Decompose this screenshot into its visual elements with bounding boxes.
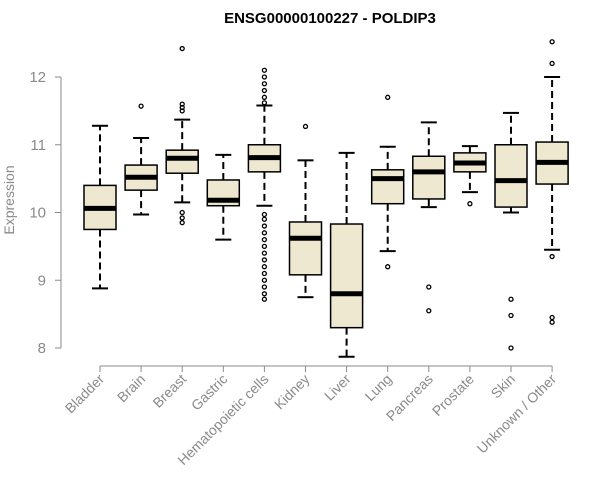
box-hematopoietic-cells <box>247 67 282 302</box>
axes: 8 9 10 11 12 <box>29 69 553 372</box>
outlier-point <box>179 45 185 52</box>
iqr-box <box>494 144 528 208</box>
outlier-point <box>261 230 268 236</box>
y-tick-label: 12 <box>29 69 46 86</box>
outlier-point <box>261 257 268 263</box>
iqr-box <box>329 223 364 329</box>
outlier-point <box>508 345 514 351</box>
outlier-point <box>261 211 268 218</box>
outlier-point <box>467 201 473 207</box>
iqr-box <box>370 169 405 205</box>
outlier-point <box>385 94 391 100</box>
outlier-point <box>549 319 555 325</box>
boxes-group <box>83 39 569 358</box>
outlier-point <box>179 215 185 221</box>
outlier-point <box>179 220 185 226</box>
x-tick-label: Prostate <box>429 371 477 419</box>
box-pancreas <box>412 121 446 314</box>
x-tick-label: Brain <box>114 371 148 405</box>
x-tick-label: Breast <box>149 371 189 411</box>
outlier-point <box>261 243 268 250</box>
outlier-point <box>261 270 268 277</box>
x-tick-label: Lung <box>361 371 394 404</box>
iqr-box <box>288 221 323 276</box>
outlier-point <box>261 216 268 222</box>
outlier-point <box>261 87 268 94</box>
outlier-point <box>261 250 268 256</box>
box-brain <box>124 103 158 216</box>
outlier-point <box>549 60 555 67</box>
outlier-point <box>261 67 268 73</box>
outlier-point <box>261 81 268 87</box>
outlier-point <box>302 123 309 130</box>
box-unknown-other <box>535 39 569 325</box>
outlier-point <box>549 39 555 45</box>
x-tick-label: Skin <box>488 371 519 402</box>
iqr-box <box>165 149 199 174</box>
outlier-point <box>261 277 268 283</box>
y-axis-label: Expression <box>1 165 17 234</box>
outlier-point <box>385 264 391 270</box>
outlier-point <box>261 100 268 106</box>
outlier-point <box>138 103 144 109</box>
box-gastric <box>206 153 241 241</box>
outlier-point <box>261 264 268 270</box>
box-bladder <box>83 124 117 290</box>
outlier-point <box>426 284 432 290</box>
outlier-point <box>261 284 268 290</box>
outlier-point <box>261 236 268 243</box>
outlier-point <box>508 312 514 319</box>
outlier-point <box>508 296 514 302</box>
y-tick-label: 10 <box>29 205 46 222</box>
box-lung <box>370 94 405 270</box>
x-tick-label: Bladder <box>62 371 108 417</box>
y-tick-label: 8 <box>38 340 46 357</box>
outlier-point <box>426 308 432 314</box>
y-tick-label: 9 <box>38 272 46 289</box>
iqr-box <box>412 155 446 200</box>
x-tick-label: Liver <box>321 371 354 404</box>
box-prostate <box>453 145 487 207</box>
y-tick-label: 11 <box>30 137 46 154</box>
outlier-point <box>261 296 268 302</box>
outlier-point <box>261 94 268 100</box>
outlier-point <box>179 101 185 107</box>
outlier-point <box>261 74 268 80</box>
x-tick-label: Kidney <box>271 371 313 413</box>
outlier-point <box>179 209 185 216</box>
box-breast <box>165 45 199 226</box>
chart-title: ENSG00000100227 - POLDIP3 <box>224 10 436 27</box>
outlier-point <box>261 223 268 229</box>
box-liver <box>329 151 364 358</box>
box-skin <box>494 111 528 351</box>
outlier-point <box>261 291 268 297</box>
box-kidney <box>288 123 323 299</box>
outlier-point <box>549 253 555 260</box>
outlier-point <box>549 314 555 321</box>
